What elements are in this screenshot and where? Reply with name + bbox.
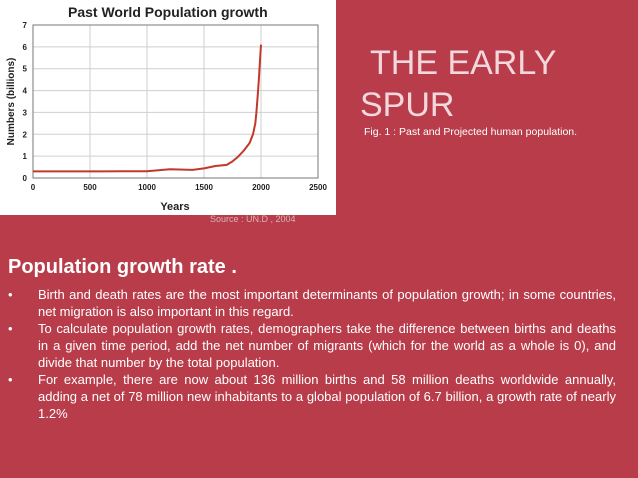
bullet-item: • To calculate population growth rates, d… xyxy=(8,320,616,371)
y-tick-label: 2 xyxy=(23,130,28,139)
bullet-item: • For example, there are now about 136 mi… xyxy=(8,371,616,422)
section-heading: Population growth rate . xyxy=(8,256,237,278)
x-tick-label: 0 xyxy=(31,183,36,192)
y-tick-label: 3 xyxy=(23,108,28,117)
y-tick-label: 5 xyxy=(23,65,28,74)
bullet-marker: • xyxy=(8,372,13,387)
y-tick-label: 6 xyxy=(23,43,28,52)
y-tick-label: 7 xyxy=(23,21,28,30)
slide-title-line-2: SPUR xyxy=(360,86,455,124)
bullet-text: For example, there are now about 136 mil… xyxy=(38,372,616,421)
y-tick-label: 1 xyxy=(23,152,28,161)
population-chart: Past World Population growth 0 1 2 3 4 5 6 7 0 500… xyxy=(6,4,327,213)
plot-frame xyxy=(32,24,319,179)
x-tick-label: 1000 xyxy=(138,183,156,192)
y-tick-label: 0 xyxy=(23,174,28,183)
bullet-text: To calculate population growth rates, de… xyxy=(38,321,616,370)
population-series-line xyxy=(33,44,262,173)
bullet-marker: • xyxy=(8,287,13,302)
x-tick-label: 1500 xyxy=(195,183,213,192)
x-tick-label: 2000 xyxy=(252,183,270,192)
population-chart-panel: Past World Population growth 0 1 2 3 4 5 6 7 0 500… xyxy=(0,0,336,215)
bullet-text: Birth and death rates are the most impor… xyxy=(38,287,616,319)
bullet-marker: • xyxy=(8,321,13,336)
x-tick-label: 2500 xyxy=(309,183,327,192)
y-axis-label: Numbers (billions) xyxy=(6,58,17,146)
figure-caption: Fig. 1 : Past and Projected human popula… xyxy=(364,126,578,138)
slide-title: THE EARLY SPUR xyxy=(360,42,630,126)
x-axis-label: Years xyxy=(160,201,189,213)
y-tick-label: 4 xyxy=(23,87,28,96)
bullet-list: • Birth and death rates are the most impo… xyxy=(8,286,616,422)
bullet-item: • Birth and death rates are the most impo… xyxy=(8,286,616,320)
source-note: Source : UN.D , 2004 xyxy=(210,214,296,224)
slide-title-line-1: THE EARLY xyxy=(370,44,557,82)
x-tick-label: 500 xyxy=(83,183,97,192)
chart-title: Past World Population growth xyxy=(68,4,268,20)
